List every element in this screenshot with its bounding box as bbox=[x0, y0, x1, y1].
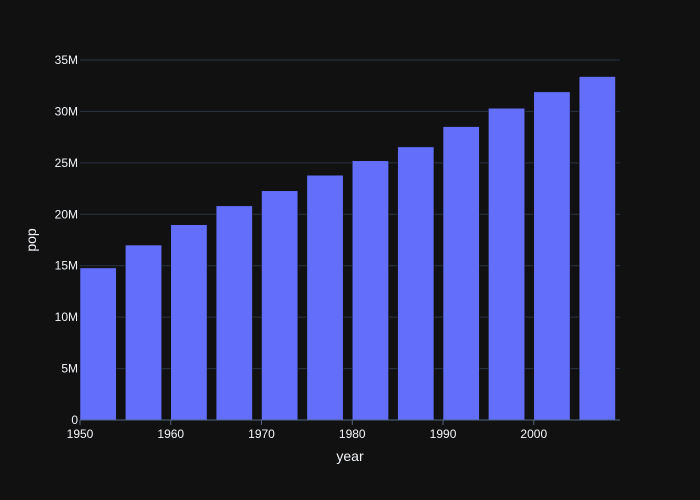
x-axis-ticks: 1950 1960 1970 1980 1990 2000 bbox=[67, 420, 547, 441]
bar[interactable] bbox=[125, 244, 162, 421]
x-axis-title: year bbox=[336, 448, 364, 464]
bar[interactable] bbox=[352, 160, 389, 421]
bar[interactable] bbox=[533, 91, 571, 421]
x-tick-label: 2000 bbox=[520, 427, 547, 441]
x-tick-label: 1980 bbox=[339, 427, 366, 441]
y-tick-label: 35M bbox=[55, 53, 78, 67]
bar[interactable] bbox=[215, 205, 253, 421]
y-tick-label: 5M bbox=[61, 362, 78, 376]
bar[interactable] bbox=[442, 126, 480, 421]
y-axis-title: pop bbox=[23, 228, 39, 252]
x-tick-label: 1990 bbox=[430, 427, 457, 441]
bars bbox=[79, 76, 616, 421]
bar[interactable] bbox=[488, 108, 525, 421]
y-axis-ticks: 0 5M 10M 15M 20M 25M 30M 35M bbox=[55, 53, 79, 427]
bar[interactable] bbox=[578, 76, 616, 421]
y-tick-label: 25M bbox=[55, 156, 78, 170]
x-tick-label: 1970 bbox=[248, 427, 275, 441]
x-tick-label: 1960 bbox=[157, 427, 184, 441]
bar[interactable] bbox=[170, 224, 208, 421]
bar[interactable] bbox=[306, 174, 344, 421]
x-tick-label: 1950 bbox=[67, 427, 94, 441]
bar[interactable] bbox=[79, 267, 117, 421]
y-tick-label: 0 bbox=[71, 413, 78, 427]
y-tick-label: 15M bbox=[55, 259, 78, 273]
bar[interactable] bbox=[397, 146, 435, 421]
y-tick-label: 10M bbox=[55, 310, 78, 324]
y-tick-label: 30M bbox=[55, 104, 78, 118]
bar[interactable] bbox=[261, 190, 299, 421]
gridlines bbox=[80, 59, 620, 370]
y-tick-label: 20M bbox=[55, 207, 78, 221]
